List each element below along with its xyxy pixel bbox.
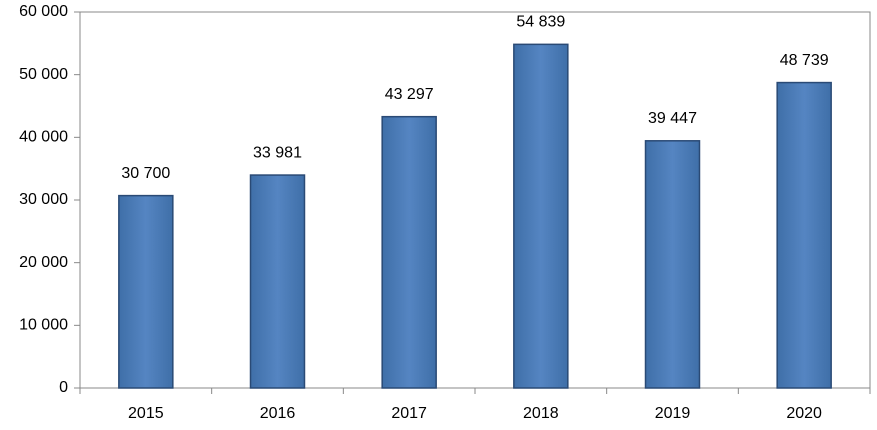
value-label: 39 447 xyxy=(648,110,697,127)
y-tick-label: 0 xyxy=(59,379,68,396)
y-tick-label: 20 000 xyxy=(19,254,68,271)
value-label: 48 739 xyxy=(780,52,829,69)
bar xyxy=(776,81,832,389)
x-tick-label: 2017 xyxy=(391,405,427,422)
x-tick-label: 2015 xyxy=(128,405,164,422)
x-tick-label: 2019 xyxy=(655,405,691,422)
y-tick-label: 30 000 xyxy=(19,191,68,208)
y-tick-label: 40 000 xyxy=(19,129,68,146)
y-tick-label: 10 000 xyxy=(19,317,68,334)
x-tick-label: 2016 xyxy=(260,405,296,422)
value-label: 33 981 xyxy=(253,144,302,161)
y-tick-label: 60 000 xyxy=(19,3,68,20)
value-label: 30 700 xyxy=(121,165,170,182)
value-label: 54 839 xyxy=(516,14,565,31)
bar xyxy=(644,140,701,389)
plot-frame xyxy=(79,11,871,389)
y-tick-label: 50 000 xyxy=(19,66,68,83)
bar xyxy=(249,174,306,389)
bar xyxy=(513,43,569,389)
value-label: 43 297 xyxy=(385,86,434,103)
bar xyxy=(381,115,437,389)
x-tick-label: 2018 xyxy=(523,405,559,422)
bar xyxy=(118,194,174,389)
x-tick-label: 2020 xyxy=(786,405,822,422)
